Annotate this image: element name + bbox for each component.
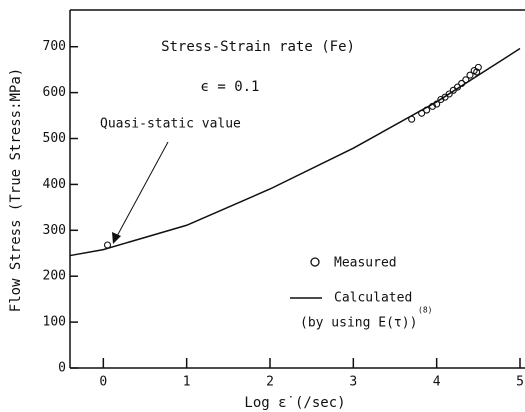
measured-point [466, 71, 474, 79]
legend-label: Calculated [334, 291, 412, 306]
y-tick-label: 300 [43, 223, 66, 238]
legend-marker [310, 257, 320, 267]
calculated-line [69, 47, 521, 257]
x-tick-label: 3 [349, 375, 357, 390]
measured-point [473, 68, 481, 76]
legend-label: Measured [334, 256, 397, 271]
chart-title: Stress-Strain rate (Fe) [161, 39, 355, 55]
y-tick-label: 700 [43, 39, 66, 54]
y-tick-label: 400 [43, 177, 66, 192]
annotation: Quasi-static value [100, 117, 241, 132]
y-tick-label: 200 [43, 269, 66, 284]
chart-subtitle: ϵ = 0.1 [200, 79, 259, 95]
y-axis-label: Flow Stress (True Stress:MPa) [8, 68, 24, 312]
y-tick-label: 500 [43, 131, 66, 146]
x-tick-label: 4 [433, 375, 441, 390]
x-tick-label: 0 [99, 375, 107, 390]
arrow-head [112, 232, 121, 244]
measured-point [445, 90, 453, 98]
y-tick-label: 100 [43, 315, 66, 330]
y-tick-label: 0 [58, 361, 66, 376]
y-tick-label: 600 [43, 85, 66, 100]
legend-note: (by using E(τ)) [300, 316, 417, 331]
x-axis-label: Log ε̇ (/sec) [244, 395, 345, 411]
x-tick-label: 2 [266, 375, 274, 390]
legend-sup: (8) [418, 306, 432, 315]
measured-point [474, 63, 482, 71]
annotation-arrow [115, 141, 169, 239]
x-tick-label: 1 [183, 375, 191, 390]
x-tick-label: 5 [516, 375, 524, 390]
